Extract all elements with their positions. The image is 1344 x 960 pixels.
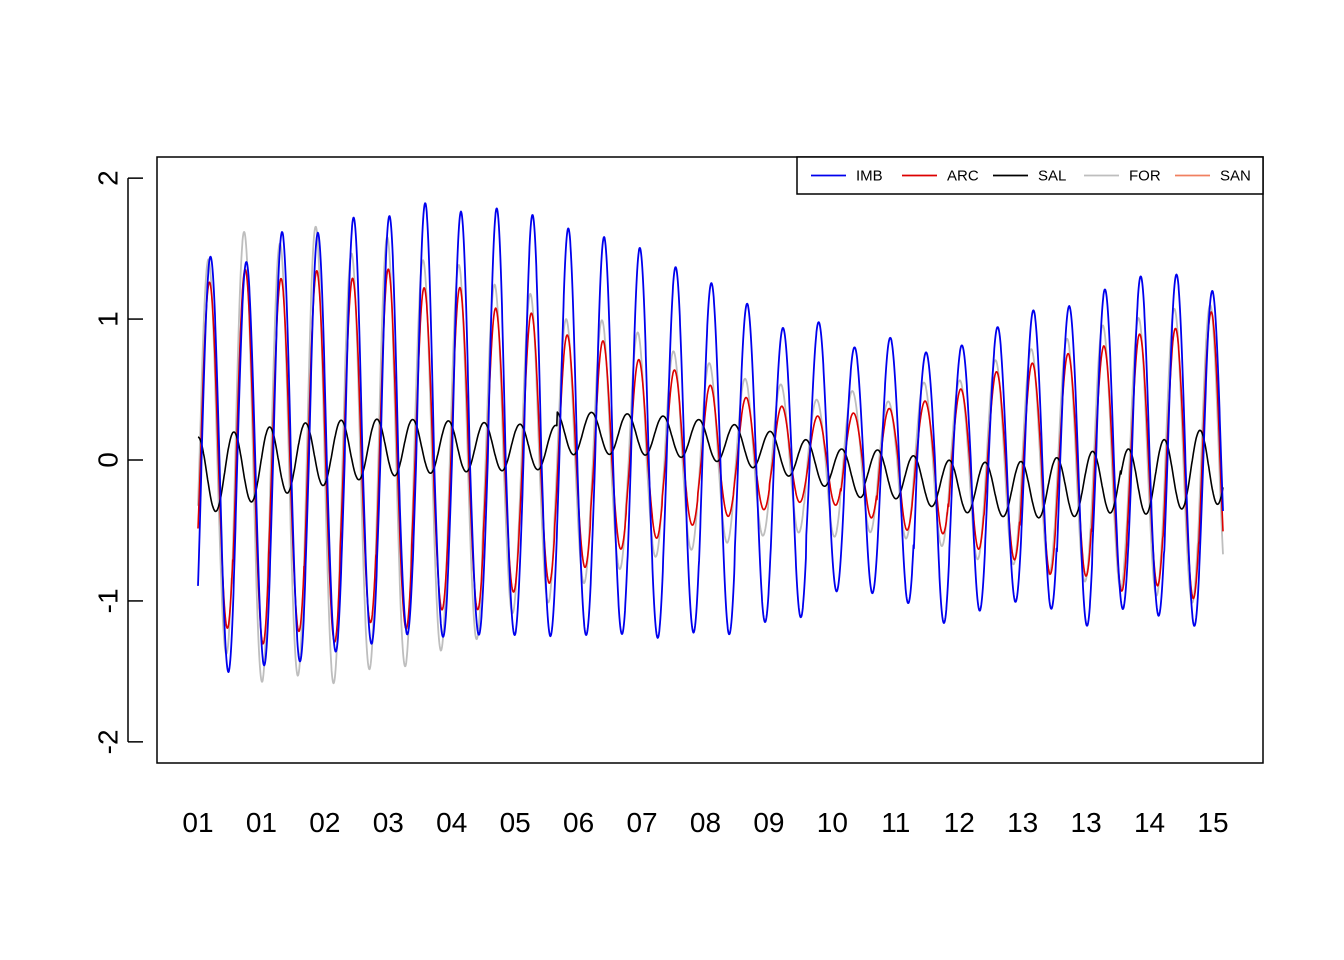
y-axis: -2 -1 0 1 2 bbox=[93, 170, 143, 754]
x-tick-label: 01 bbox=[246, 807, 277, 838]
legend-label: IMB bbox=[856, 168, 883, 185]
series-layer bbox=[197, 202, 1224, 685]
x-tick-label: 15 bbox=[1197, 807, 1228, 838]
x-tick-label: 09 bbox=[753, 807, 784, 838]
x-tick-label: 08 bbox=[690, 807, 721, 838]
x-tick-label: 10 bbox=[817, 807, 848, 838]
x-tick-label: 06 bbox=[563, 807, 594, 838]
x-tick-label: 03 bbox=[373, 807, 404, 838]
legend-label: SAL bbox=[1038, 168, 1066, 185]
x-axis: 01 01 02 03 04 05 06 07 08 09 10 11 12 13 13 14 15 bbox=[182, 807, 1228, 838]
series-line-imb bbox=[197, 202, 1224, 673]
x-tick-label: 13 bbox=[1071, 807, 1102, 838]
legend-label: FOR bbox=[1129, 168, 1161, 185]
series-line-for bbox=[197, 225, 1224, 685]
x-tick-label: 12 bbox=[944, 807, 975, 838]
x-tick-label: 01 bbox=[182, 807, 213, 838]
series-line-sal bbox=[197, 411, 1224, 519]
x-tick-label: 07 bbox=[626, 807, 657, 838]
y-tick-label: 1 bbox=[93, 311, 124, 327]
x-tick-label: 05 bbox=[500, 807, 531, 838]
y-tick-label: -2 bbox=[93, 729, 124, 754]
plot-frame bbox=[156, 156, 1264, 764]
x-tick-label: 02 bbox=[309, 807, 340, 838]
x-tick-label: 04 bbox=[436, 807, 467, 838]
x-tick-label: 13 bbox=[1007, 807, 1038, 838]
x-tick-label: 11 bbox=[881, 807, 910, 838]
y-tick-label: 0 bbox=[93, 452, 124, 468]
x-tick-label: 14 bbox=[1134, 807, 1165, 838]
legend-label: SAN bbox=[1220, 168, 1251, 185]
legend: IMB ARC SAL FOR SAN bbox=[796, 156, 1264, 195]
y-tick-label: -1 bbox=[93, 588, 124, 613]
legend-label: ARC bbox=[947, 168, 979, 185]
y-tick-label: 2 bbox=[93, 170, 124, 186]
